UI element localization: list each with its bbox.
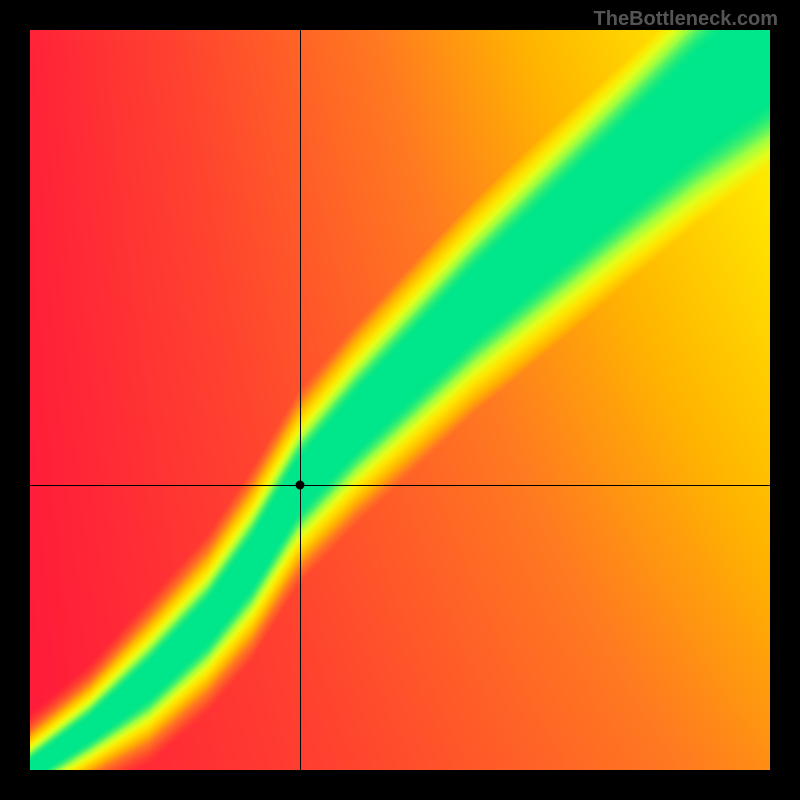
crosshair-marker [296,481,305,490]
crosshair-vertical [300,30,301,770]
watermark-text: TheBottleneck.com [594,8,778,31]
bottleneck-heatmap [30,30,770,770]
heatmap-canvas [30,30,770,770]
crosshair-horizontal [30,485,770,486]
